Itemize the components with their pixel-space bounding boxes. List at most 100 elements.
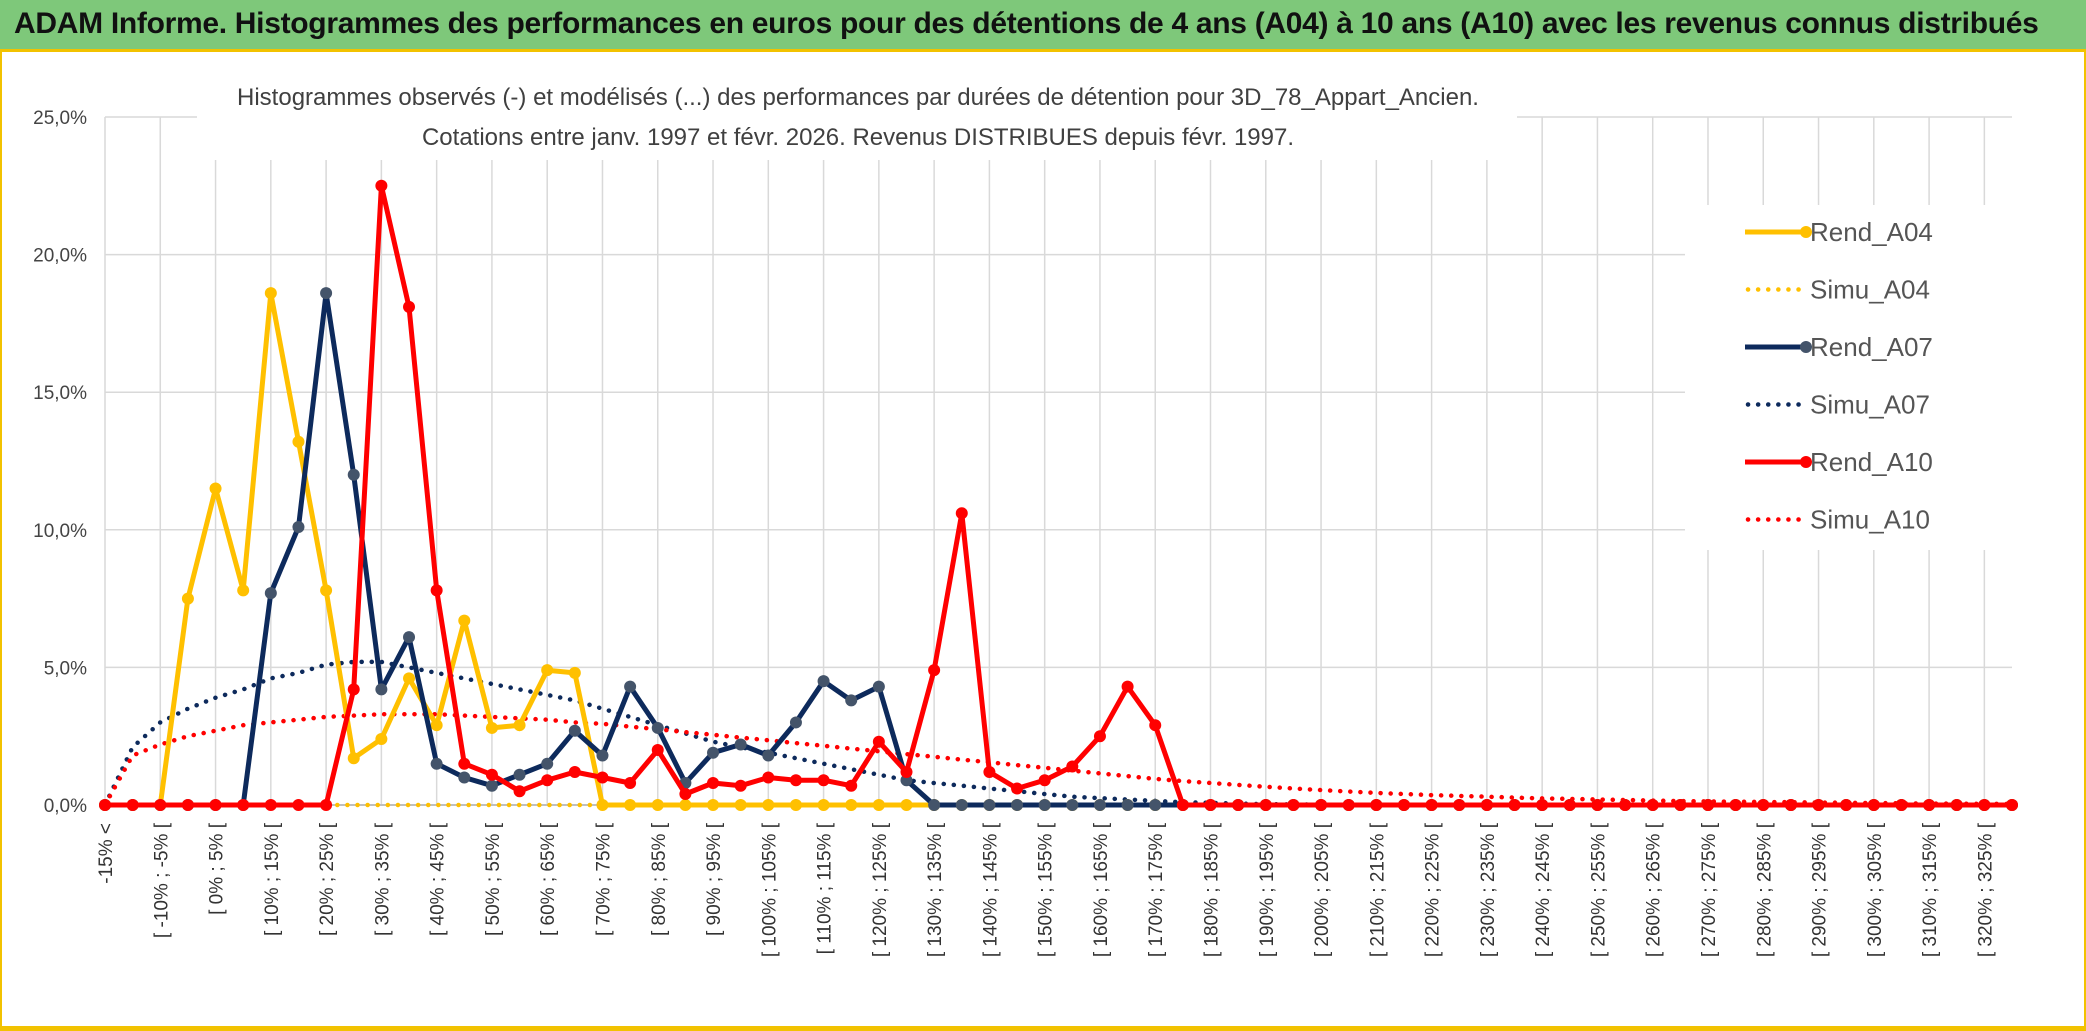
series-line-Rend_A10 <box>105 183 2012 808</box>
data-point <box>99 799 111 811</box>
data-point <box>1066 799 1079 811</box>
x-tick-label: -15% < <box>96 823 117 884</box>
x-tick-label: [ 10% ; 15% [ <box>262 822 283 936</box>
data-point <box>1204 799 1217 811</box>
data-point <box>1149 799 1162 811</box>
data-point <box>1978 799 1991 811</box>
x-tick-label: [ 250% ; 255% [ <box>1588 822 1609 957</box>
data-point <box>541 757 554 770</box>
data-point <box>209 482 222 495</box>
data-point <box>707 799 720 811</box>
x-tick-label: [ 90% ; 95% [ <box>704 822 725 936</box>
data-point <box>375 732 388 745</box>
x-tick-label: [ 180% ; 185% [ <box>1202 822 1223 957</box>
y-tick-label: 25,0% <box>33 108 87 129</box>
chart-title-line-1: Histogrammes observés (-) et modélisés (… <box>237 84 1479 111</box>
data-point <box>1011 799 1024 811</box>
data-point <box>513 719 526 732</box>
x-tick-label: [ 190% ; 195% [ <box>1257 822 1278 957</box>
data-point <box>928 664 941 677</box>
data-point <box>1536 799 1549 811</box>
data-point <box>624 776 637 789</box>
data-point <box>1563 799 1576 811</box>
y-tick-label: 0,0% <box>44 796 87 817</box>
data-point <box>624 680 637 693</box>
x-tick-label: [ 20% ; 25% [ <box>317 822 338 936</box>
data-point <box>1232 799 1245 811</box>
data-point <box>1342 799 1355 811</box>
data-point <box>237 584 250 597</box>
data-point <box>375 683 388 696</box>
data-point <box>485 768 498 781</box>
legend-marker <box>1800 226 1812 238</box>
report-banner: ADAM Informe. Histogrammes des performan… <box>0 0 2086 52</box>
x-tick-label: [ 0% ; 5% [ <box>207 822 228 915</box>
data-point <box>403 631 416 644</box>
data-point <box>1923 799 1936 811</box>
data-point <box>762 771 775 784</box>
data-point <box>264 799 277 811</box>
data-point <box>430 719 443 732</box>
data-point <box>292 521 305 534</box>
data-point <box>596 749 609 762</box>
data-point <box>1121 680 1134 693</box>
y-tick-label: 10,0% <box>33 521 87 542</box>
data-point <box>1287 799 1300 811</box>
data-point <box>1038 799 1051 811</box>
x-tick-label: [ 200% ; 205% [ <box>1312 822 1333 957</box>
y-tick-label: 15,0% <box>33 383 87 404</box>
data-point <box>1370 799 1383 811</box>
data-point <box>1121 799 1134 811</box>
data-point <box>734 799 747 811</box>
chart-series <box>99 179 2018 811</box>
data-point <box>1591 799 1604 811</box>
data-point <box>734 738 747 751</box>
data-point <box>1646 799 1659 811</box>
data-point <box>1397 799 1410 811</box>
data-point <box>513 785 526 798</box>
data-point <box>292 799 305 811</box>
x-tick-label: [ 260% ; 265% [ <box>1644 822 1665 957</box>
x-tick-label: [ 110% ; 115% [ <box>815 822 836 954</box>
x-tick-label: [ 310% ; 315% [ <box>1920 822 1941 957</box>
x-tick-label: [ 160% ; 165% [ <box>1091 822 1112 957</box>
x-tick-label: [ 230% ; 235% [ <box>1478 822 1499 957</box>
x-tick-label: [ 320% ; 325% [ <box>1975 822 1996 957</box>
data-point <box>872 680 885 693</box>
data-point <box>1066 760 1079 773</box>
data-point <box>1784 799 1797 811</box>
data-point <box>403 300 416 313</box>
x-tick-label: [ 220% ; 225% [ <box>1423 822 1444 957</box>
x-tick-label: [ 240% ; 245% [ <box>1533 822 1554 957</box>
data-point <box>1619 799 1632 811</box>
data-point <box>1867 799 1880 811</box>
data-point <box>1093 730 1106 743</box>
x-tick-label: [ 300% ; 305% [ <box>1865 822 1886 957</box>
x-tick-label: [ 100% ; 105% [ <box>759 822 780 957</box>
chart-title-line-2: Cotations entre janv. 1997 et févr. 2026… <box>422 124 1294 151</box>
legend-label: Rend_A07 <box>1810 332 1933 362</box>
data-point <box>181 799 194 811</box>
legend-label: Rend_A10 <box>1810 447 1933 477</box>
data-point <box>154 799 167 811</box>
data-point <box>1011 782 1024 795</box>
data-point <box>541 774 554 787</box>
y-axis-ticks: 0,0% 5,0% 10,0% 15,0% 20,0% 25,0% <box>33 108 87 817</box>
data-point <box>872 799 885 811</box>
data-point <box>568 765 581 778</box>
legend-label: Simu_A04 <box>1810 275 1930 305</box>
data-point <box>679 799 692 811</box>
data-point <box>347 752 360 765</box>
legend-marker <box>1800 456 1812 468</box>
data-point <box>375 179 388 192</box>
x-tick-label: [ 170% ; 175% [ <box>1146 822 1167 957</box>
data-point <box>679 787 692 800</box>
data-point <box>458 771 471 784</box>
x-tick-label: [ 290% ; 295% [ <box>1810 822 1831 957</box>
legend-label: Rend_A04 <box>1810 217 1933 247</box>
data-point <box>320 799 333 811</box>
data-point <box>1425 799 1438 811</box>
x-tick-label: [ 60% ; 65% [ <box>538 822 559 936</box>
data-point <box>320 584 333 597</box>
data-point <box>1038 774 1051 787</box>
